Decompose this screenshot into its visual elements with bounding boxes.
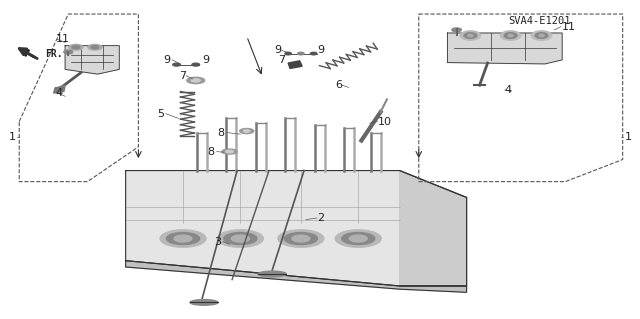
Text: 9: 9 <box>317 45 324 56</box>
Ellipse shape <box>232 235 249 242</box>
Ellipse shape <box>504 33 517 38</box>
Text: 9: 9 <box>163 55 170 65</box>
Ellipse shape <box>191 79 200 82</box>
Ellipse shape <box>310 52 317 55</box>
Ellipse shape <box>173 63 180 66</box>
Ellipse shape <box>278 230 324 247</box>
Text: FR.: FR. <box>45 48 62 59</box>
Ellipse shape <box>468 34 473 37</box>
Ellipse shape <box>72 46 80 49</box>
Ellipse shape <box>244 130 250 132</box>
Ellipse shape <box>349 235 367 242</box>
Ellipse shape <box>224 233 257 245</box>
Ellipse shape <box>539 34 544 37</box>
Ellipse shape <box>531 31 552 40</box>
Polygon shape <box>125 171 467 286</box>
Polygon shape <box>54 85 65 93</box>
Ellipse shape <box>88 44 102 50</box>
Text: 9: 9 <box>202 55 209 65</box>
Text: 1: 1 <box>625 132 632 142</box>
Text: 10: 10 <box>378 116 391 127</box>
Ellipse shape <box>69 44 83 50</box>
Ellipse shape <box>190 300 218 305</box>
Ellipse shape <box>535 33 548 38</box>
Text: SVA4-E1201: SVA4-E1201 <box>509 16 571 26</box>
Ellipse shape <box>187 77 205 84</box>
Ellipse shape <box>464 33 477 38</box>
Ellipse shape <box>91 46 99 49</box>
Text: 8: 8 <box>218 128 225 137</box>
Text: 11: 11 <box>56 34 70 44</box>
Ellipse shape <box>218 230 263 247</box>
Ellipse shape <box>284 233 317 245</box>
Polygon shape <box>65 46 119 74</box>
Text: 3: 3 <box>214 237 221 247</box>
Polygon shape <box>125 261 467 292</box>
Ellipse shape <box>240 129 253 134</box>
Ellipse shape <box>508 34 513 37</box>
Ellipse shape <box>64 50 73 54</box>
Ellipse shape <box>166 233 200 245</box>
Ellipse shape <box>342 233 375 245</box>
Text: 8: 8 <box>208 147 215 157</box>
Text: 4: 4 <box>56 88 63 98</box>
Ellipse shape <box>226 150 234 153</box>
Text: 6: 6 <box>335 80 342 90</box>
Text: 2: 2 <box>317 213 324 223</box>
Ellipse shape <box>285 52 291 55</box>
Ellipse shape <box>192 63 200 66</box>
Ellipse shape <box>174 235 192 242</box>
Text: 9: 9 <box>275 45 282 56</box>
Text: 5: 5 <box>157 109 164 119</box>
Ellipse shape <box>500 31 521 40</box>
Ellipse shape <box>160 230 206 247</box>
Ellipse shape <box>460 31 481 40</box>
Text: 1: 1 <box>8 132 15 142</box>
Text: 7: 7 <box>179 71 186 81</box>
Text: 7: 7 <box>278 55 285 65</box>
Ellipse shape <box>452 28 461 32</box>
Polygon shape <box>447 33 562 64</box>
Polygon shape <box>399 171 467 286</box>
Polygon shape <box>288 61 302 69</box>
Ellipse shape <box>292 235 310 242</box>
Ellipse shape <box>298 52 304 55</box>
Text: 11: 11 <box>562 22 576 32</box>
Text: 4: 4 <box>505 85 512 95</box>
Ellipse shape <box>258 271 286 277</box>
Ellipse shape <box>335 230 381 247</box>
Ellipse shape <box>222 149 237 154</box>
